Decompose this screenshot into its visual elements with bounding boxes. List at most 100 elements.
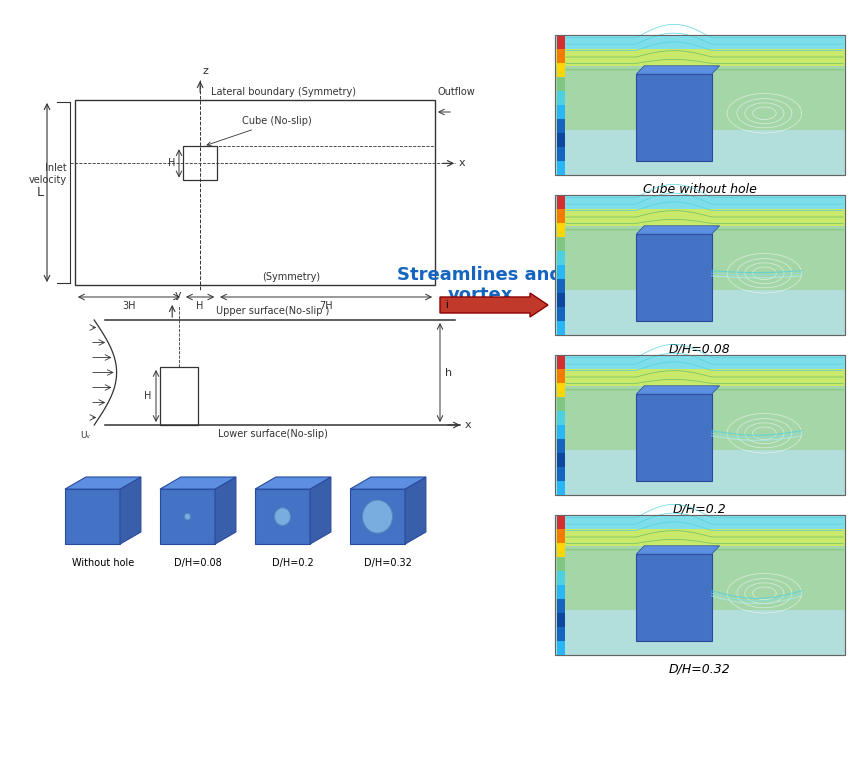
Bar (555, 195, 845, 209)
Text: Streamlines and
vortex: Streamlines and vortex (397, 266, 562, 304)
Text: i: i (445, 300, 448, 310)
Polygon shape (636, 226, 720, 234)
Bar (555, 515, 845, 611)
Text: (Symmetry): (Symmetry) (262, 272, 320, 282)
Bar (555, 195, 845, 226)
Bar (557, 77, 565, 91)
Bar (555, 195, 845, 335)
Text: L: L (36, 186, 43, 199)
Bar (557, 195, 565, 209)
Text: D/H=0.08: D/H=0.08 (669, 343, 731, 356)
Text: 3H: 3H (122, 301, 136, 311)
Bar (183, 146, 217, 180)
Bar (557, 119, 565, 133)
Text: Lower surface(No-slip): Lower surface(No-slip) (218, 429, 328, 439)
Bar (557, 209, 565, 223)
Bar (557, 223, 565, 237)
Polygon shape (350, 477, 426, 489)
Polygon shape (65, 477, 141, 489)
Bar (557, 467, 565, 481)
Bar (557, 627, 565, 641)
Bar (557, 133, 565, 147)
Bar (555, 35, 845, 175)
Bar (557, 355, 565, 369)
Text: Upper surface(No-slip ): Upper surface(No-slip ) (216, 306, 330, 316)
Text: Cube (No-slip): Cube (No-slip) (207, 116, 312, 146)
Bar (557, 425, 565, 439)
Bar (555, 355, 845, 495)
Bar (555, 35, 845, 49)
Bar (636, 554, 712, 641)
Bar (636, 234, 712, 321)
Bar (557, 161, 565, 175)
Bar (557, 515, 565, 529)
Text: D/H=0.2: D/H=0.2 (272, 558, 314, 568)
Polygon shape (215, 477, 236, 544)
Text: H: H (196, 301, 204, 311)
Bar (557, 279, 565, 293)
Bar (557, 383, 565, 397)
Bar (555, 515, 845, 655)
Bar (555, 355, 845, 495)
Bar (557, 529, 565, 543)
Text: Lateral boundary (Symmetry): Lateral boundary (Symmetry) (212, 87, 356, 97)
Bar (557, 321, 565, 335)
Bar (636, 394, 712, 481)
Text: Cube without hole: Cube without hole (643, 183, 757, 196)
FancyArrow shape (440, 293, 548, 317)
Bar (557, 481, 565, 495)
Polygon shape (160, 477, 236, 489)
Bar (557, 369, 565, 383)
Polygon shape (405, 477, 426, 544)
Text: D/H=0.32: D/H=0.32 (669, 663, 731, 676)
Bar (555, 35, 845, 66)
Bar (557, 613, 565, 627)
Bar (557, 105, 565, 119)
Bar (555, 355, 845, 369)
Bar (557, 543, 565, 557)
Bar (557, 571, 565, 585)
Bar (557, 35, 565, 49)
Text: Without hole: Without hole (72, 558, 134, 568)
Polygon shape (65, 489, 120, 544)
Text: z: z (202, 66, 208, 76)
Text: D/H=0.2: D/H=0.2 (673, 503, 727, 516)
Text: y: y (175, 290, 181, 300)
Text: Uᵥ: Uᵥ (80, 431, 90, 440)
Ellipse shape (363, 500, 392, 533)
Bar (557, 585, 565, 599)
Bar (557, 453, 565, 467)
Text: Inlet
velocity: Inlet velocity (29, 164, 67, 185)
Bar (75, 100, 435, 285)
Bar (555, 195, 845, 335)
Bar (557, 237, 565, 251)
Bar (557, 63, 565, 77)
Polygon shape (350, 489, 405, 544)
Polygon shape (636, 546, 720, 554)
Bar (557, 599, 565, 613)
Ellipse shape (185, 513, 190, 520)
Bar (557, 265, 565, 279)
Bar (557, 251, 565, 265)
Bar (557, 397, 565, 411)
Bar (557, 293, 565, 307)
Bar (555, 515, 845, 529)
Bar (557, 91, 565, 105)
Bar (557, 557, 565, 571)
Bar (557, 147, 565, 161)
Bar (160, 367, 198, 425)
Polygon shape (255, 489, 310, 544)
Bar (557, 641, 565, 655)
Bar (555, 355, 845, 450)
Text: D/H=0.32: D/H=0.32 (364, 558, 412, 568)
Bar (557, 307, 565, 321)
Text: x: x (459, 158, 466, 168)
Bar (557, 439, 565, 453)
Bar (555, 355, 845, 386)
Text: Outflow: Outflow (438, 87, 476, 97)
Polygon shape (160, 489, 215, 544)
Bar (636, 74, 712, 161)
Bar (555, 195, 845, 290)
Polygon shape (255, 477, 331, 489)
Bar (557, 411, 565, 425)
